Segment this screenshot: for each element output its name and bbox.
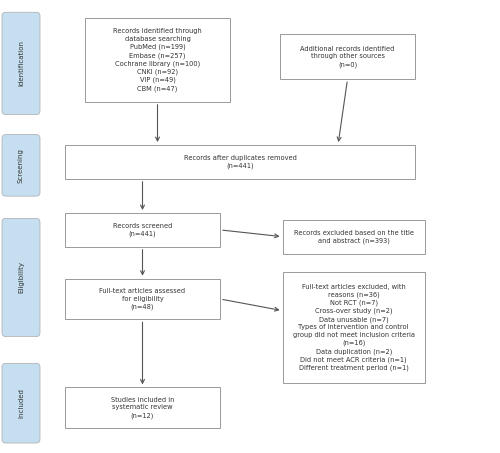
FancyBboxPatch shape (280, 34, 415, 79)
FancyBboxPatch shape (2, 363, 40, 443)
Text: Identification: Identification (18, 40, 24, 87)
Text: Full-text articles excluded, with
reasons (n=36)
Not RCT (n=7)
Cross-over study : Full-text articles excluded, with reason… (292, 284, 414, 371)
FancyBboxPatch shape (282, 220, 425, 254)
Text: Records identified through
database searching
PubMed (n=199)
Embase (n=257)
Coch: Records identified through database sear… (113, 29, 202, 92)
Text: Records after duplicates removed
(n=441): Records after duplicates removed (n=441) (184, 155, 296, 169)
Text: Records screened
(n=441): Records screened (n=441) (113, 223, 172, 237)
Text: Additional records identified
through other sources
(n=0): Additional records identified through ot… (300, 46, 394, 67)
FancyBboxPatch shape (2, 218, 40, 337)
Text: Records excluded based on the title
and abstract (n=393): Records excluded based on the title and … (294, 230, 414, 244)
Text: Eligibility: Eligibility (18, 261, 24, 294)
FancyBboxPatch shape (2, 12, 40, 115)
FancyBboxPatch shape (85, 18, 230, 102)
Text: Studies included in
systematic review
(n=12): Studies included in systematic review (n… (111, 397, 174, 419)
FancyBboxPatch shape (65, 387, 220, 428)
FancyBboxPatch shape (2, 135, 40, 196)
FancyBboxPatch shape (65, 145, 415, 179)
Text: Screening: Screening (18, 148, 24, 183)
FancyBboxPatch shape (65, 213, 220, 247)
FancyBboxPatch shape (282, 272, 425, 383)
FancyBboxPatch shape (65, 279, 220, 319)
Text: Included: Included (18, 388, 24, 418)
Text: Full-text articles assessed
for eligibility
(n=48): Full-text articles assessed for eligibil… (100, 288, 186, 310)
